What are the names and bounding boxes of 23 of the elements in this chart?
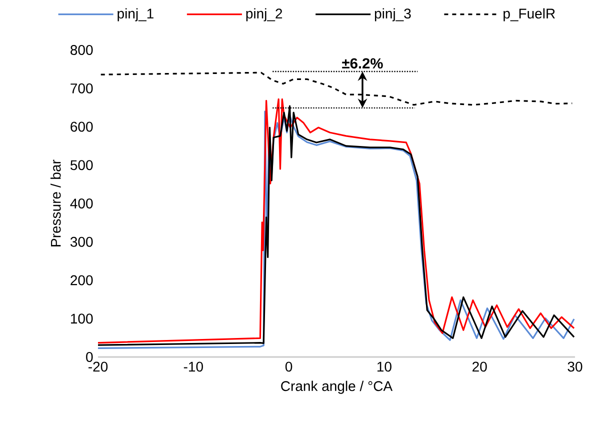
annotation: ±6.2% — [342, 58, 383, 69]
legend-label: pinj_1 — [118, 8, 154, 22]
x-tick-label: -20 — [88, 362, 108, 372]
y-tick-label: 100 — [71, 314, 93, 324]
y-tick-label: 400 — [70, 198, 93, 208]
x-tick-label: 20 — [472, 362, 487, 372]
x-tick-label: 10 — [377, 362, 392, 372]
y-tick-label: 300 — [70, 236, 93, 247]
legend-label: pinj_3 — [374, 8, 411, 22]
x-tick-label: 30 — [568, 362, 582, 372]
x-tick-label: -10 — [184, 362, 203, 372]
legend-label: pinj_2 — [246, 8, 282, 22]
y-tick-label: 0 — [86, 352, 93, 362]
y-tick-label: 600 — [70, 122, 93, 132]
x-tick-label: 0 — [285, 362, 292, 372]
y-tick-label: 500 — [70, 160, 93, 170]
line-series — [100, 72, 573, 106]
y-tick-label: 700 — [70, 83, 93, 94]
y-tick-label: 800 — [70, 45, 93, 55]
x-axis-title: Crank angle / °CA — [281, 380, 393, 394]
y-tick-label: 200 — [70, 275, 93, 286]
legend-label: p_FuelR — [504, 8, 555, 22]
y-axis-title: Pressure / bar — [50, 160, 61, 246]
